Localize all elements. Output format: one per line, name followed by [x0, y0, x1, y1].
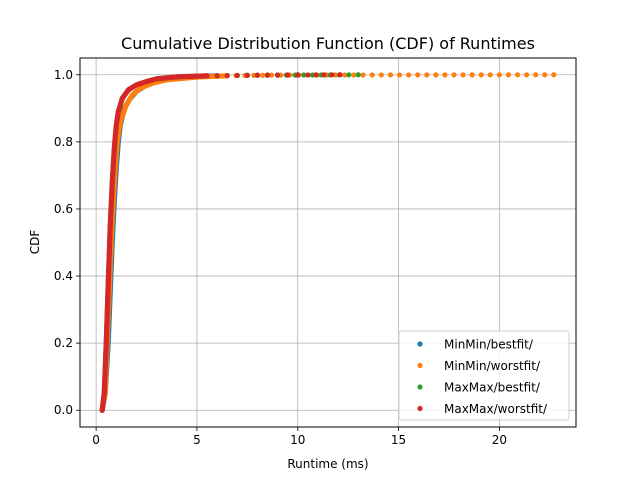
data-point	[396, 72, 403, 78]
data-point	[551, 72, 557, 78]
data-point	[505, 72, 512, 78]
data-point	[346, 72, 352, 78]
y-tick-label: 0.4	[54, 269, 73, 283]
data-point	[214, 73, 220, 79]
data-point	[244, 72, 250, 78]
data-point	[260, 72, 266, 78]
data-point	[514, 72, 521, 78]
data-point	[305, 72, 311, 78]
series-3	[99, 72, 343, 413]
data-point	[268, 72, 275, 78]
data-point	[433, 72, 439, 78]
data-point	[224, 72, 230, 79]
data-point	[204, 73, 210, 79]
data-point	[469, 72, 475, 78]
data-points	[99, 72, 557, 413]
data-point	[351, 72, 357, 78]
x-tick-label: 5	[193, 433, 201, 447]
data-point	[387, 72, 394, 78]
data-point	[321, 72, 327, 78]
data-point	[285, 72, 291, 78]
plot-frame	[79, 57, 577, 428]
data-point	[533, 72, 539, 78]
y-tick-label: 0.6	[54, 202, 73, 216]
chart-title: Cumulative Distribution Function (CDF) o…	[121, 34, 535, 53]
data-point	[451, 72, 457, 78]
x-axis-label: Runtime (ms)	[287, 457, 368, 471]
data-point	[295, 72, 301, 78]
data-point	[342, 72, 348, 78]
data-point	[369, 72, 375, 78]
data-point	[337, 72, 343, 78]
axis-ticks: 0 5 10 15 20 0.0 0.2 0.4 0.6 0.8 1.0	[54, 68, 507, 447]
y-tick-label: 0.0	[54, 403, 73, 417]
legend-label: MinMin/worstfit/	[444, 359, 541, 373]
data-point	[313, 72, 319, 78]
data-point	[355, 72, 361, 78]
y-axis-label: CDF	[28, 230, 42, 255]
legend-marker	[417, 405, 423, 412]
data-point	[264, 72, 271, 78]
data-point	[424, 72, 430, 78]
legend-label: MinMin/bestfit/	[444, 338, 534, 352]
data-point	[478, 72, 484, 78]
data-point	[542, 72, 548, 78]
legend-label: MaxMax/worstfit/	[444, 402, 548, 416]
data-point	[329, 72, 335, 78]
legend-label: MaxMax/bestfit/	[444, 381, 541, 395]
data-point	[415, 72, 421, 78]
data-point	[301, 72, 307, 78]
data-point	[496, 72, 502, 78]
data-point	[274, 72, 281, 78]
data-point	[254, 72, 261, 78]
x-tick-label: 20	[492, 433, 507, 447]
data-point	[460, 72, 466, 78]
y-tick-label: 1.0	[54, 68, 73, 82]
data-point	[524, 72, 530, 78]
y-tick-label: 0.2	[54, 336, 73, 350]
y-tick-label: 0.8	[54, 135, 73, 149]
legend-box	[398, 330, 570, 421]
legend-marker	[417, 341, 423, 347]
x-tick-label: 10	[290, 433, 305, 447]
data-point	[360, 72, 366, 78]
x-tick-label: 0	[92, 433, 100, 447]
legend-marker	[417, 384, 423, 390]
data-point	[378, 72, 384, 78]
data-point	[234, 72, 240, 79]
data-point	[487, 72, 493, 78]
x-tick-label: 15	[391, 433, 406, 447]
data-point	[406, 72, 412, 78]
legend-marker	[417, 362, 423, 369]
data-point	[442, 72, 448, 78]
legend: MinMin/bestfit/MinMin/worstfit/MaxMax/be…	[398, 330, 570, 421]
